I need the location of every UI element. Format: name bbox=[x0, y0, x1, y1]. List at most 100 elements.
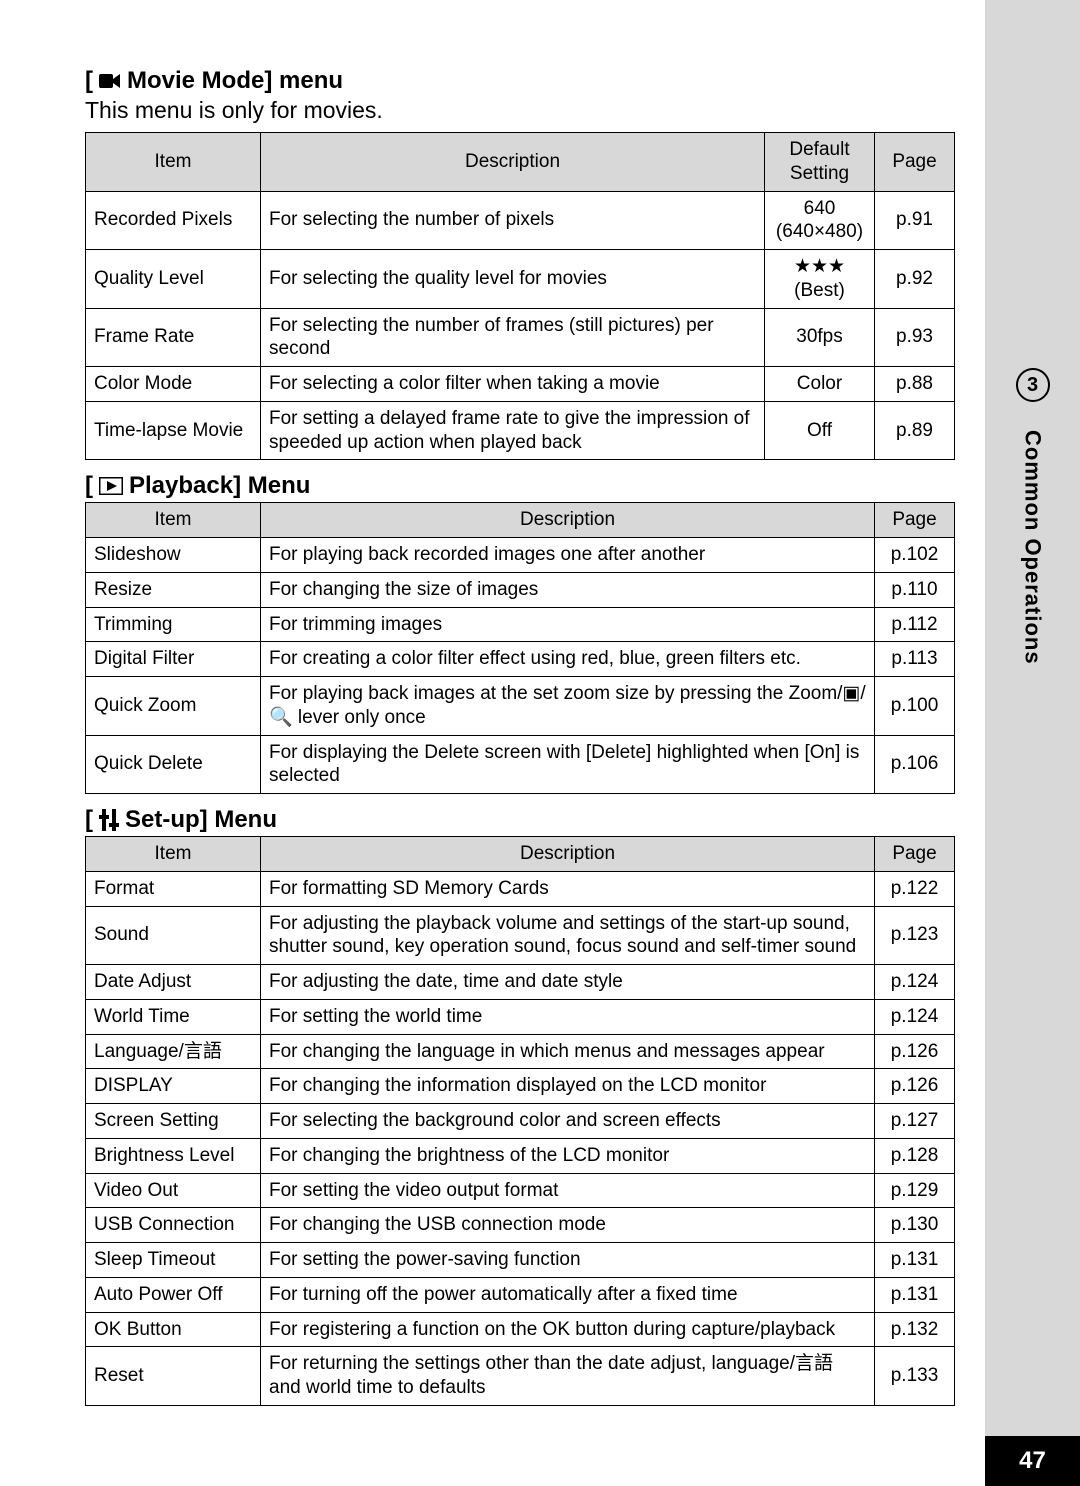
cell-item: Quick Zoom bbox=[86, 677, 261, 736]
tools-icon bbox=[99, 809, 119, 831]
col-page: Page bbox=[875, 837, 955, 872]
cell-item: Time-lapse Movie bbox=[86, 401, 261, 460]
cell-item: Resize bbox=[86, 572, 261, 607]
cell-item: Screen Setting bbox=[86, 1104, 261, 1139]
table-row: SoundFor adjusting the playback volume a… bbox=[86, 906, 955, 965]
page-number: 47 bbox=[1019, 1447, 1046, 1475]
cell-page: p.127 bbox=[875, 1104, 955, 1139]
table-row: Quick ZoomFor playing back images at the… bbox=[86, 677, 955, 736]
table-row: Brightness LevelFor changing the brightn… bbox=[86, 1138, 955, 1173]
cell-desc: For adjusting the date, time and date st… bbox=[261, 965, 875, 1000]
cell-item: Brightness Level bbox=[86, 1138, 261, 1173]
cell-desc: For selecting the number of frames (stil… bbox=[261, 308, 765, 367]
cell-page: p.100 bbox=[875, 677, 955, 736]
cell-desc: For changing the brightness of the LCD m… bbox=[261, 1138, 875, 1173]
table-row: Frame RateFor selecting the number of fr… bbox=[86, 308, 955, 367]
setup-table: Item Description Page FormatFor formatti… bbox=[85, 836, 955, 1406]
table-row: Color ModeFor selecting a color filter w… bbox=[86, 367, 955, 402]
table-row: Digital FilterFor creating a color filte… bbox=[86, 642, 955, 677]
col-desc: Description bbox=[261, 503, 875, 538]
movie-camera-icon bbox=[99, 71, 121, 91]
cell-page: p.122 bbox=[875, 871, 955, 906]
cell-page: p.93 bbox=[875, 308, 955, 367]
table-row: TrimmingFor trimming imagesp.112 bbox=[86, 607, 955, 642]
cell-page: p.128 bbox=[875, 1138, 955, 1173]
playback-title: Playback] Menu bbox=[129, 472, 310, 500]
cell-def: ★★★ (Best) bbox=[765, 250, 875, 309]
cell-page: p.124 bbox=[875, 999, 955, 1034]
table-header-row: Item Description Page bbox=[86, 837, 955, 872]
cell-desc: For changing the language in which menus… bbox=[261, 1034, 875, 1069]
cell-item: Date Adjust bbox=[86, 965, 261, 1000]
setup-title: Set-up] Menu bbox=[125, 806, 277, 834]
table-row: ResizeFor changing the size of imagesp.1… bbox=[86, 572, 955, 607]
page-content: [ Movie Mode] menu This menu is only for… bbox=[0, 0, 960, 1406]
table-header-row: Item Description Default Setting Page bbox=[86, 133, 955, 192]
cell-page: p.91 bbox=[875, 191, 955, 250]
cell-item: OK Button bbox=[86, 1312, 261, 1347]
cell-desc: For playing back recorded images one aft… bbox=[261, 538, 875, 573]
movie-mode-title: Movie Mode] menu bbox=[127, 67, 343, 95]
cell-def: Color bbox=[765, 367, 875, 402]
cell-desc: For creating a color filter effect using… bbox=[261, 642, 875, 677]
cell-page: p.133 bbox=[875, 1347, 955, 1406]
chapter-number-badge: 3 bbox=[1016, 368, 1050, 402]
table-row: Auto Power OffFor turning off the power … bbox=[86, 1277, 955, 1312]
cell-item: Reset bbox=[86, 1347, 261, 1406]
table-row: ResetFor returning the settings other th… bbox=[86, 1347, 955, 1406]
table-row: DISPLAYFor changing the information disp… bbox=[86, 1069, 955, 1104]
col-desc: Description bbox=[261, 133, 765, 192]
cell-item: Quick Delete bbox=[86, 735, 261, 794]
table-row: Recorded PixelsFor selecting the number … bbox=[86, 191, 955, 250]
cell-desc: For changing the size of images bbox=[261, 572, 875, 607]
chapter-number: 3 bbox=[1027, 374, 1038, 397]
bracket-open: [ bbox=[85, 67, 93, 95]
cell-item: Quality Level bbox=[86, 250, 261, 309]
cell-page: p.126 bbox=[875, 1069, 955, 1104]
cell-item: World Time bbox=[86, 999, 261, 1034]
cell-page: p.89 bbox=[875, 401, 955, 460]
cell-desc: For setting a delayed frame rate to give… bbox=[261, 401, 765, 460]
playback-heading: [ Playback] Menu bbox=[85, 472, 960, 500]
cell-item: Recorded Pixels bbox=[86, 191, 261, 250]
cell-item: Slideshow bbox=[86, 538, 261, 573]
cell-desc: For registering a function on the OK but… bbox=[261, 1312, 875, 1347]
cell-desc: For setting the video output format bbox=[261, 1173, 875, 1208]
cell-item: Video Out bbox=[86, 1173, 261, 1208]
cell-item: Auto Power Off bbox=[86, 1277, 261, 1312]
cell-desc: For setting the world time bbox=[261, 999, 875, 1034]
col-page: Page bbox=[875, 503, 955, 538]
cell-desc: For displaying the Delete screen with [D… bbox=[261, 735, 875, 794]
cell-def: Off bbox=[765, 401, 875, 460]
movie-mode-table: Item Description Default Setting Page Re… bbox=[85, 132, 955, 460]
cell-item: Frame Rate bbox=[86, 308, 261, 367]
col-page: Page bbox=[875, 133, 955, 192]
setup-heading: [ Set-up] Menu bbox=[85, 806, 960, 834]
cell-page: p.106 bbox=[875, 735, 955, 794]
chapter-tab: 3 Common Operations 47 bbox=[985, 0, 1080, 1486]
cell-page: p.129 bbox=[875, 1173, 955, 1208]
table-row: Screen SettingFor selecting the backgrou… bbox=[86, 1104, 955, 1139]
bracket-open: [ bbox=[85, 472, 93, 500]
cell-desc: For selecting the number of pixels bbox=[261, 191, 765, 250]
cell-desc: For changing the information displayed o… bbox=[261, 1069, 875, 1104]
col-item: Item bbox=[86, 133, 261, 192]
cell-page: p.131 bbox=[875, 1277, 955, 1312]
cell-item: USB Connection bbox=[86, 1208, 261, 1243]
cell-def: 30fps bbox=[765, 308, 875, 367]
col-item: Item bbox=[86, 503, 261, 538]
playback-icon bbox=[99, 477, 123, 495]
movie-mode-subtitle: This menu is only for movies. bbox=[85, 97, 960, 124]
cell-page: p.130 bbox=[875, 1208, 955, 1243]
cell-item: Sleep Timeout bbox=[86, 1243, 261, 1278]
cell-page: p.113 bbox=[875, 642, 955, 677]
table-row: Date AdjustFor adjusting the date, time … bbox=[86, 965, 955, 1000]
cell-desc: For setting the power-saving function bbox=[261, 1243, 875, 1278]
col-item: Item bbox=[86, 837, 261, 872]
table-row: USB ConnectionFor changing the USB conne… bbox=[86, 1208, 955, 1243]
table-row: SlideshowFor playing back recorded image… bbox=[86, 538, 955, 573]
table-row: Video OutFor setting the video output fo… bbox=[86, 1173, 955, 1208]
table-row: Quick DeleteFor displaying the Delete sc… bbox=[86, 735, 955, 794]
page-number-badge: 47 bbox=[985, 1436, 1080, 1486]
cell-page: p.131 bbox=[875, 1243, 955, 1278]
